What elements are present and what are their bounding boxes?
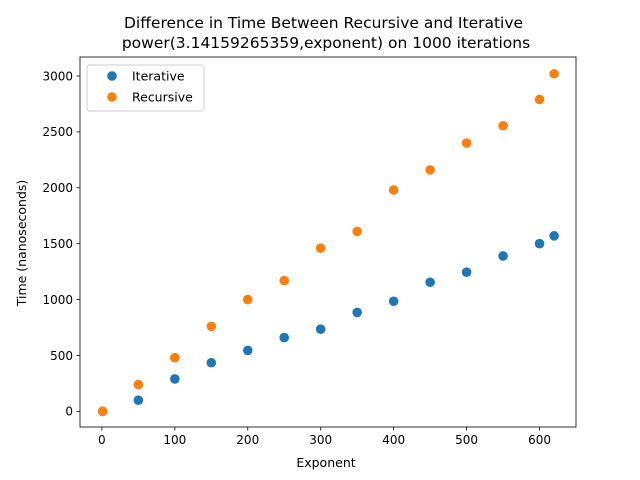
chart-title-line-1: Difference in Time Between Recursive and… [124, 14, 523, 32]
point-recursive-8 [388, 185, 399, 195]
y-tick-label-3000: 3000 [42, 69, 73, 83]
y-tick-label-2500: 2500 [42, 125, 73, 139]
x-tick-label-300: 300 [309, 433, 332, 447]
point-recursive-3 [206, 321, 217, 332]
x-tick-label-0: 0 [98, 433, 106, 447]
y-axis-label: Time (nanoseconds) [14, 180, 29, 308]
point-recursive-1 [133, 379, 144, 390]
point-iterative-4 [242, 345, 253, 356]
point-recursive-11 [498, 120, 508, 131]
y-tick-label-500: 500 [50, 349, 73, 363]
point-recursive-0 [97, 406, 108, 417]
point-recursive-13 [549, 68, 559, 79]
x-tick-label-600: 600 [528, 433, 551, 447]
y-tick-label-2000: 2000 [42, 181, 73, 195]
legend-marker-recursive [107, 92, 117, 102]
point-iterative-11 [498, 251, 508, 261]
point-recursive-2 [170, 352, 180, 363]
x-tick-label-500: 500 [455, 433, 478, 447]
x-tick-label-400: 400 [382, 433, 405, 447]
point-iterative-12 [534, 238, 545, 249]
x-tick-label-200: 200 [236, 433, 259, 447]
point-recursive-6 [315, 243, 326, 253]
plot-area: 0 100 200 300 400 500 600 0 500 1000 1500 2000 2500 3… [42, 56, 577, 447]
point-iterative-1 [133, 395, 144, 405]
point-iterative-10 [461, 267, 472, 277]
legend-marker-iterative [107, 71, 117, 81]
y-tick-label-1000: 1000 [42, 293, 73, 307]
legend-label-recursive: Recursive [132, 90, 193, 105]
axes-frame [79, 56, 577, 428]
point-iterative-5 [279, 332, 290, 343]
point-iterative-2 [170, 374, 180, 384]
point-iterative-3 [206, 357, 217, 368]
y-tick-label-1500: 1500 [42, 237, 73, 251]
legend: Iterative Recursive [86, 64, 205, 112]
y-tick-label-0: 0 [65, 405, 73, 419]
point-recursive-5 [279, 275, 290, 286]
chart-title-line-2: power(3.14159265359,exponent) on 1000 it… [122, 34, 530, 52]
point-recursive-10 [461, 138, 472, 148]
point-recursive-7 [352, 226, 362, 237]
point-iterative-6 [315, 324, 326, 334]
point-iterative-9 [425, 277, 435, 288]
chart-title: Difference in Time Between Recursive and… [122, 14, 530, 52]
point-iterative-7 [352, 307, 362, 318]
legend-label-iterative: Iterative [132, 69, 185, 84]
point-iterative-13 [549, 231, 559, 241]
x-axis-label: Exponent [296, 455, 355, 470]
point-recursive-4 [242, 294, 253, 305]
x-tick-label-100: 100 [163, 433, 186, 447]
point-recursive-9 [425, 165, 435, 175]
point-iterative-8 [388, 296, 399, 307]
point-recursive-12 [534, 94, 545, 105]
